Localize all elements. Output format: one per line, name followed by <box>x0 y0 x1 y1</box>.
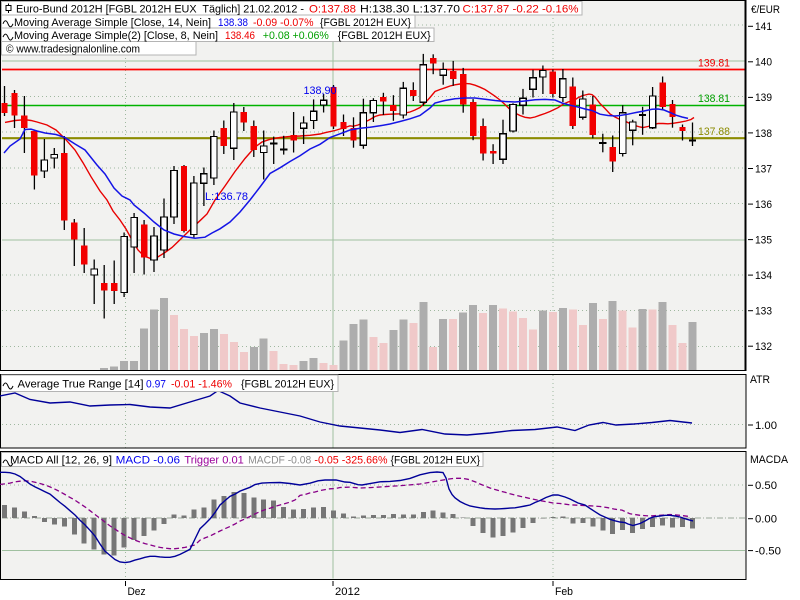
svg-text:1.00: 1.00 <box>755 420 777 432</box>
svg-text:140: 140 <box>755 57 772 69</box>
svg-text:138.38: 138.38 <box>218 17 248 29</box>
svg-text:133: 133 <box>755 306 772 318</box>
svg-text:Average True Range [14]: Average True Range [14] <box>18 379 144 391</box>
svg-text:-0.50: -0.50 <box>755 545 781 557</box>
svg-text:0.00: 0.00 <box>755 514 777 526</box>
svg-text:2012: 2012 <box>335 586 360 598</box>
svg-text:Moving Average Simple [Close,: Moving Average Simple [Close, 14, Nein] <box>14 17 211 29</box>
svg-text:Dez: Dez <box>128 586 146 598</box>
svg-text:141: 141 <box>755 21 772 33</box>
svg-text:-0.01 -1.46%: -0.01 -1.46% <box>171 379 232 391</box>
svg-text:138,90: 138,90 <box>304 85 337 97</box>
svg-text:ATR: ATR <box>750 374 770 386</box>
svg-text:H:138.30 L:137.70: H:138.30 L:137.70 <box>360 4 460 16</box>
svg-text:137: 137 <box>755 163 772 175</box>
svg-text:139: 139 <box>755 92 772 104</box>
svg-text:{FGBL 2012H EUX}: {FGBL 2012H EUX} <box>320 17 411 29</box>
svg-text:MACDF -0.08: MACDF -0.08 <box>248 455 311 467</box>
svg-text:€/EUR: €/EUR <box>751 4 780 16</box>
svg-text:MACDA: MACDA <box>750 454 789 466</box>
svg-text:138: 138 <box>755 128 772 140</box>
svg-text:MACD All [12, 26, 9]: MACD All [12, 26, 9] <box>10 455 112 467</box>
svg-text:134: 134 <box>755 270 772 282</box>
svg-text:135: 135 <box>755 234 772 246</box>
svg-text:136: 136 <box>755 199 772 211</box>
svg-text:{FGBL 2012H EUX}: {FGBL 2012H EUX} <box>338 30 431 42</box>
svg-text:{FGBL 2012H EUX}: {FGBL 2012H EUX} <box>241 379 334 391</box>
svg-text:Trigger 0.01: Trigger 0.01 <box>184 455 243 467</box>
svg-text:0.97: 0.97 <box>146 379 166 391</box>
svg-text:© www.tradesignalonline.com: © www.tradesignalonline.com <box>6 43 140 55</box>
svg-text:-0.09 -0.07%: -0.09 -0.07% <box>253 17 314 29</box>
svg-text:L:136.78: L:136.78 <box>205 191 248 203</box>
svg-text:Euro-Bund 2012H [FGBL 2012H EU: Euro-Bund 2012H [FGBL 2012H EUX Täglich]… <box>16 4 304 16</box>
svg-text:Feb: Feb <box>555 586 573 598</box>
svg-text:138.46: 138.46 <box>225 30 255 42</box>
svg-text:O:137.88: O:137.88 <box>309 4 356 16</box>
svg-text:132: 132 <box>755 341 772 353</box>
svg-text:MACD -0.06: MACD -0.06 <box>116 455 180 467</box>
svg-text:+0.08 +0.06%: +0.08 +0.06% <box>263 30 329 42</box>
svg-text:C:137.87 -0.22 -0.16%: C:137.87 -0.22 -0.16% <box>463 4 579 16</box>
svg-text:Moving Average Simple(2) [Clos: Moving Average Simple(2) [Close, 8, Nein… <box>14 30 218 42</box>
svg-text:{FGBL 2012H EUX}: {FGBL 2012H EUX} <box>391 455 481 467</box>
svg-text:138.81: 138.81 <box>698 93 730 105</box>
svg-text:-0.05 -325.66%: -0.05 -325.66% <box>314 455 387 467</box>
svg-text:0.50: 0.50 <box>755 480 777 492</box>
svg-text:139.81: 139.81 <box>698 58 730 70</box>
svg-text:137.88: 137.88 <box>698 126 730 138</box>
